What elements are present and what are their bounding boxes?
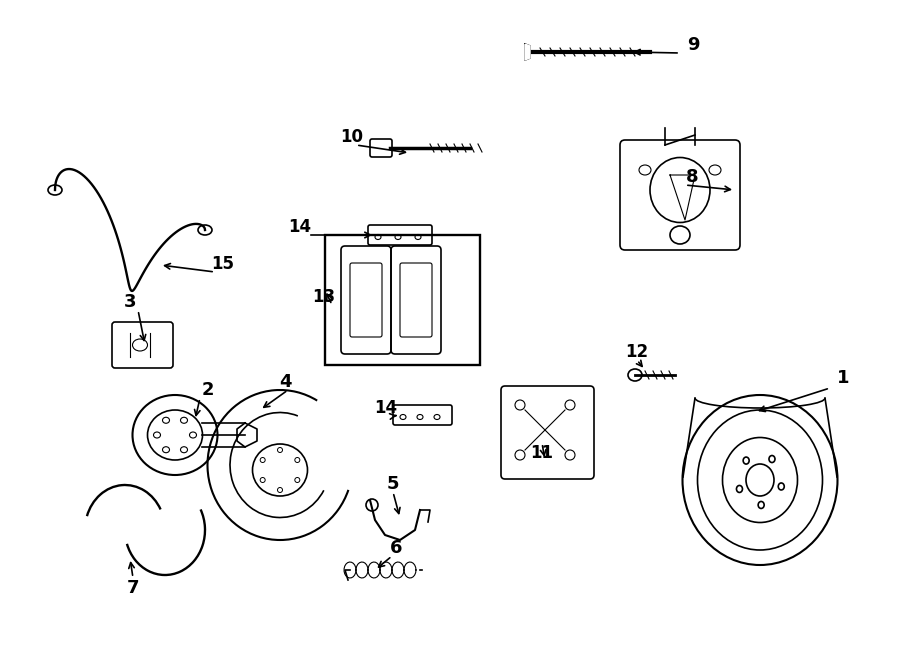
- Text: 15: 15: [212, 255, 235, 273]
- Text: 8: 8: [686, 168, 698, 186]
- Text: 3: 3: [124, 293, 136, 311]
- Text: 1: 1: [837, 369, 850, 387]
- Text: 11: 11: [530, 444, 554, 462]
- Text: 14: 14: [288, 218, 311, 236]
- Text: 7: 7: [127, 579, 140, 597]
- Text: 14: 14: [374, 399, 398, 417]
- Text: 4: 4: [279, 373, 292, 391]
- Text: 12: 12: [626, 343, 649, 361]
- Bar: [325, 235, 480, 365]
- Text: 13: 13: [312, 288, 336, 306]
- Text: 9: 9: [687, 36, 699, 54]
- Polygon shape: [525, 44, 530, 60]
- Text: 5: 5: [387, 475, 400, 493]
- Text: 10: 10: [340, 128, 364, 146]
- Text: 6: 6: [390, 539, 402, 557]
- Text: 2: 2: [202, 381, 214, 399]
